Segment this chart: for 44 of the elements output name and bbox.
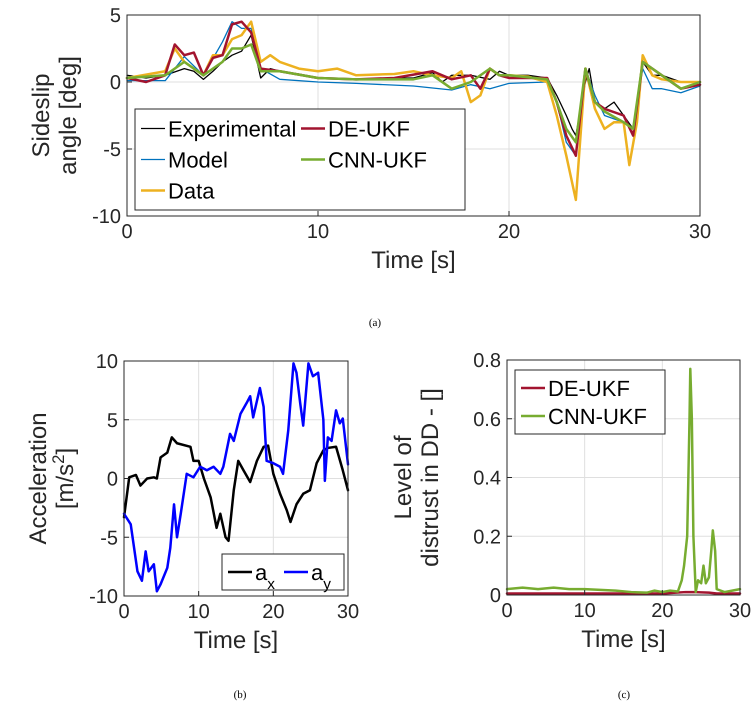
y-tick-label: 0.4	[473, 468, 501, 490]
y-tick-label: 0	[106, 468, 118, 490]
legend-label: a$_{y}$	[311, 560, 332, 592]
y-tick-label: -5	[100, 527, 118, 550]
x-axis-title: Time [s]	[581, 626, 666, 653]
x-axis-title: Time [s]	[371, 247, 456, 274]
line-series	[506, 368, 742, 594]
legend-label: Data	[168, 178, 216, 204]
text: (a)	[368, 317, 382, 329]
y-tick-label: -5	[103, 139, 121, 161]
y-axis-title: Level of distrust in DD - []	[390, 388, 444, 567]
legend-label: CNN-UKF	[328, 148, 427, 172]
y-tick-label: 0	[490, 585, 501, 607]
x-axis-title: Time [s]	[194, 627, 278, 654]
legend-label: Model	[168, 148, 228, 172]
legend-label: a$_{x}$	[255, 560, 276, 592]
x-tick-label: 30	[688, 221, 712, 243]
x-tick-label: 20	[651, 600, 674, 622]
legend-label: DE-UKF	[548, 376, 630, 401]
text: (c)	[618, 689, 630, 701]
y-tick-label: 5	[110, 5, 121, 27]
y-tick-label: -10	[89, 586, 118, 608]
y-tick-label: -10	[92, 206, 121, 228]
x-tick-label: 20	[262, 601, 284, 623]
legend-label: CNN-UKF	[548, 404, 647, 429]
y-tick-label: 0.2	[473, 526, 501, 548]
y-tick-label: 5	[106, 410, 118, 432]
y-tick-label: 10	[96, 351, 118, 373]
legend-label: Experimental	[168, 116, 296, 142]
x-tick-label: 30	[728, 600, 752, 622]
x-tick-label: 10	[574, 600, 596, 622]
line-series	[126, 43, 702, 144]
y-tick-label: 0.6	[473, 408, 501, 431]
text: (b)	[234, 689, 247, 701]
y-tick-label: 0	[110, 72, 121, 94]
x-tick-label: 20	[498, 221, 520, 243]
x-tick-label: 10	[306, 221, 330, 243]
legend-label: DE-UKF	[328, 116, 410, 142]
x-tick-label: 10	[188, 601, 210, 623]
y-tick-label: 0.8	[473, 350, 501, 372]
x-tick-label: 30	[336, 601, 360, 623]
line-series	[122, 362, 350, 593]
line-series	[122, 436, 350, 542]
y-axis-title: Sideslip angle [deg]	[28, 56, 82, 175]
